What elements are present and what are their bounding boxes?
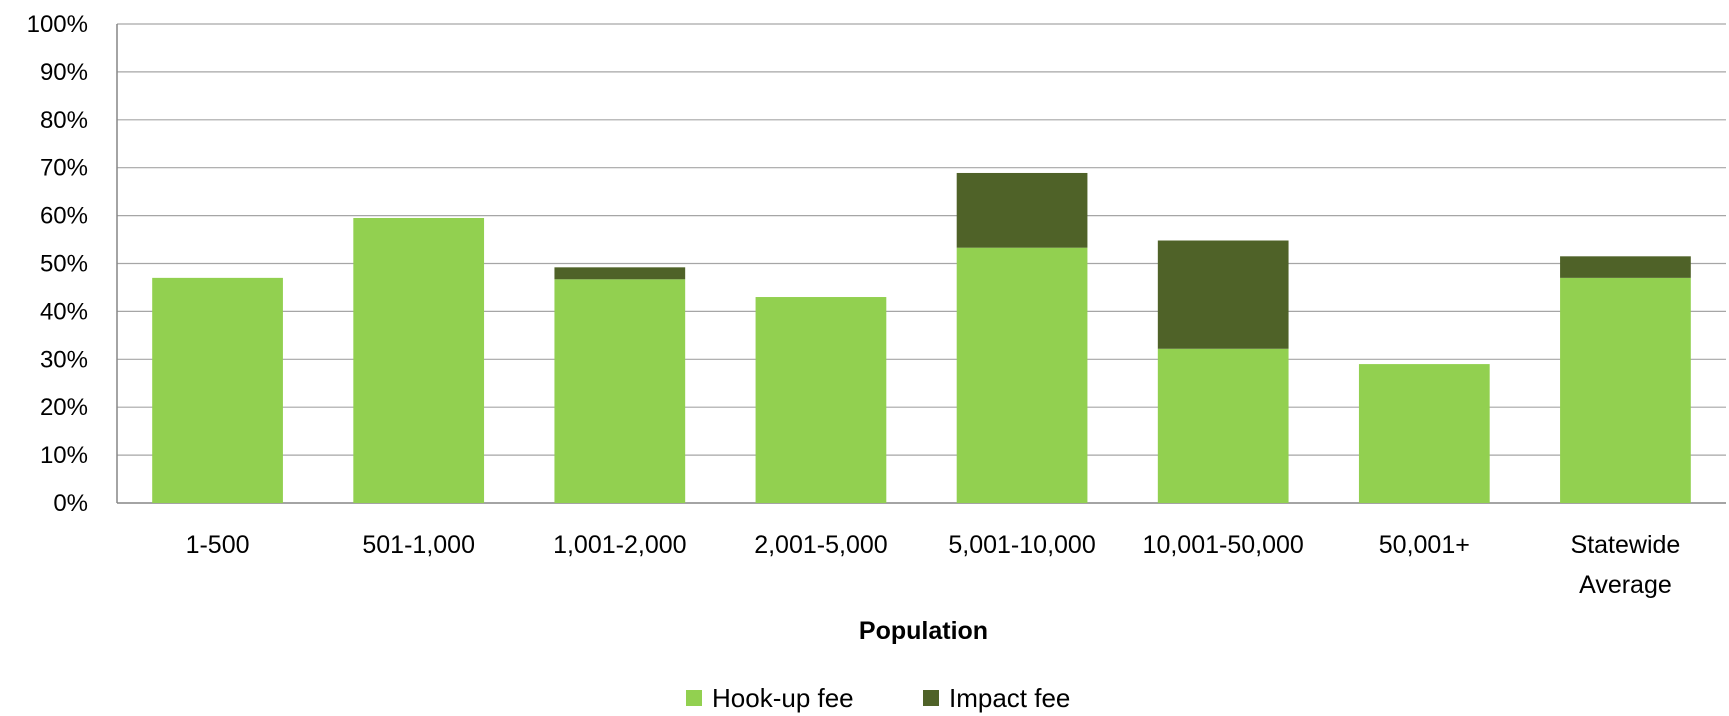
bar-hook-up-fee <box>554 279 686 503</box>
bar-hook-up-fee <box>353 217 485 503</box>
x-tick-label: 5,001-10,000 <box>948 531 1095 559</box>
bar-impact-fee <box>1157 240 1289 349</box>
y-tick-label: 100% <box>27 11 88 38</box>
bar-hook-up-fee <box>755 297 887 503</box>
x-axis-title: Population <box>859 617 988 645</box>
bar-hook-up-fee <box>1560 277 1691 503</box>
x-tick-label: 1-500 <box>186 531 250 559</box>
bar-impact-fee <box>1560 256 1691 278</box>
y-tick-label: 30% <box>40 346 88 373</box>
legend-label: Hook-up fee <box>712 683 854 713</box>
y-tick-label: 20% <box>40 394 88 421</box>
y-tick-label: 10% <box>40 442 88 469</box>
bar-impact-fee <box>554 267 686 280</box>
bar-impact-fee <box>956 172 1088 248</box>
y-tick-label: 50% <box>40 251 88 278</box>
legend-swatch-hook-up-fee <box>686 690 702 706</box>
legend-swatch-impact-fee <box>923 690 939 706</box>
legend-label: Impact fee <box>949 683 1070 713</box>
x-tick-label: Average <box>1579 571 1672 599</box>
y-tick-label: 80% <box>40 107 88 134</box>
y-tick-label: 0% <box>53 490 88 517</box>
bar-hook-up-fee <box>152 277 283 503</box>
y-tick-label: 70% <box>40 155 88 182</box>
bar-hook-up-fee <box>1358 364 1490 503</box>
bar-hook-up-fee <box>956 247 1088 503</box>
y-tick-label: 40% <box>40 298 88 325</box>
x-tick-label: 50,001+ <box>1379 531 1470 559</box>
y-tick-label: 90% <box>40 59 88 86</box>
x-tick-label: Statewide <box>1571 531 1681 559</box>
x-tick-label: 501-1,000 <box>362 531 475 559</box>
x-tick-label: 2,001-5,000 <box>754 531 887 559</box>
x-tick-label: 1,001-2,000 <box>553 531 686 559</box>
bar-hook-up-fee <box>1157 348 1289 503</box>
y-tick-label: 60% <box>40 203 88 230</box>
x-tick-label: 10,001-50,000 <box>1143 531 1304 559</box>
